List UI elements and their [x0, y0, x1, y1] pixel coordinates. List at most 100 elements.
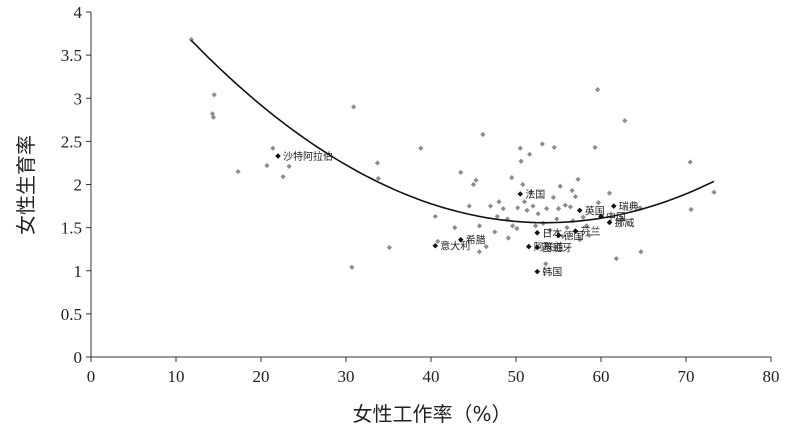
point-label: 韩国 — [542, 266, 562, 279]
data-points — [188, 37, 717, 270]
point-label: 英国 — [585, 204, 605, 217]
point-label: 中国 — [606, 210, 626, 223]
data-point — [527, 151, 533, 157]
y-tick-label: 0.5 — [61, 305, 82, 324]
y-axis-title: 女性生育率 — [14, 135, 38, 235]
data-point — [466, 203, 472, 209]
tick-group: 00.511.522.533.540 10 20 30 40 50 60 70 80 — [61, 3, 780, 386]
y-tick-label: 3.5 — [61, 46, 82, 65]
data-point — [505, 235, 511, 241]
x-tick-label: 10 — [168, 367, 185, 386]
data-point — [637, 205, 643, 211]
data-point — [518, 158, 524, 164]
data-point — [560, 233, 566, 239]
highlighted-point — [525, 243, 532, 250]
highlighted-point — [457, 236, 464, 243]
data-point — [532, 223, 539, 229]
point-label: 西班牙 — [542, 242, 572, 254]
data-point — [551, 144, 557, 151]
data-point — [550, 194, 556, 201]
data-point — [235, 168, 241, 175]
data-point — [517, 145, 523, 151]
data-point — [711, 189, 717, 195]
data-point — [575, 176, 581, 182]
highlighted-point — [534, 268, 541, 275]
y-tick-label: 2 — [74, 176, 83, 195]
data-point — [458, 169, 464, 176]
point-label: 沙特阿拉伯 — [283, 150, 333, 163]
highlighted-point — [555, 232, 562, 239]
data-point — [374, 160, 381, 166]
data-point — [572, 193, 579, 200]
data-point — [211, 92, 217, 98]
data-point — [264, 162, 270, 169]
data-point — [476, 249, 483, 255]
x-tick-label: 50 — [508, 367, 525, 386]
highlighted-point — [275, 153, 281, 159]
data-point — [524, 207, 530, 213]
data-point — [583, 223, 590, 229]
data-point — [562, 202, 568, 208]
data-point — [496, 199, 502, 205]
data-point — [349, 264, 355, 270]
data-point — [432, 213, 438, 220]
data-point — [544, 206, 550, 212]
y-tick-label: 4 — [74, 3, 83, 22]
data-point — [557, 183, 563, 189]
data-point — [580, 214, 586, 220]
point-label: 芬兰 — [581, 225, 601, 238]
data-point — [286, 163, 292, 169]
x-tick-label: 40 — [423, 367, 440, 386]
x-axis-title: 女性工作率（%） — [352, 402, 511, 426]
data-point — [547, 227, 553, 233]
data-point — [210, 114, 216, 120]
y-tick-label: 1.5 — [61, 219, 82, 238]
point-label: 阿联酋 — [534, 241, 564, 254]
point-label: 瑞典 — [619, 200, 639, 213]
highlighted-point — [534, 230, 541, 236]
data-point — [375, 175, 381, 182]
data-point — [687, 159, 693, 165]
data-point — [521, 199, 528, 205]
data-point — [569, 187, 575, 194]
highlighted-point — [432, 242, 439, 249]
data-point — [509, 175, 515, 181]
trend-curve — [190, 39, 715, 224]
data-point — [515, 205, 521, 211]
data-point — [270, 145, 276, 151]
data-point — [480, 131, 486, 138]
highlighted-point — [610, 203, 617, 209]
data-point — [487, 203, 494, 209]
data-point — [386, 244, 392, 251]
data-point — [492, 229, 498, 235]
highlighted-point — [576, 207, 583, 214]
data-point — [510, 223, 516, 229]
x-tick-label: 60 — [593, 367, 610, 386]
x-tick-label: 20 — [253, 367, 270, 386]
data-point — [500, 206, 506, 212]
data-point — [638, 249, 644, 255]
data-point — [555, 206, 562, 212]
data-point — [554, 216, 560, 222]
y-tick-label: 0 — [74, 348, 83, 367]
point-label: 希腊 — [466, 234, 486, 247]
highlighted-point — [572, 228, 579, 234]
data-point — [567, 204, 573, 210]
point-label: 德国 — [564, 229, 584, 242]
data-point — [520, 181, 526, 188]
data-point — [435, 238, 441, 245]
point-label: 日本 — [542, 227, 562, 240]
data-point — [619, 216, 625, 222]
data-point — [280, 174, 286, 180]
data-point — [535, 211, 541, 217]
data-point — [613, 256, 619, 262]
data-point — [595, 87, 601, 93]
data-point — [476, 223, 483, 229]
data-point — [418, 145, 424, 151]
y-tick-label: 2.5 — [61, 132, 82, 151]
data-point — [606, 190, 613, 196]
x-tick-label: 30 — [338, 367, 355, 386]
x-tick-label: 80 — [763, 367, 780, 386]
highlighted-point — [534, 244, 541, 251]
